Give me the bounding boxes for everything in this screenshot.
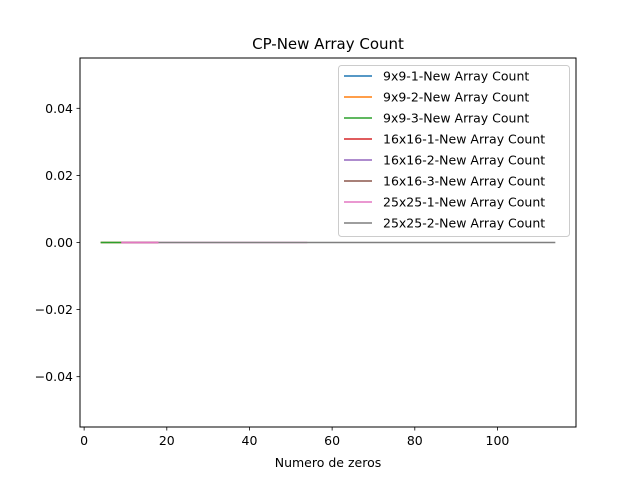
y-tick-label: 0.02 <box>45 168 73 183</box>
legend-box <box>338 65 570 237</box>
x-axis-label: Numero de zeros <box>275 455 382 470</box>
y-axis-ticks: −0.04 −0.02 0.00 0.02 0.04 <box>35 101 80 384</box>
legend-label: 9x9-3-New Array Count <box>383 111 529 126</box>
legend: 9x9-1-New Array Count 9x9-2-New Array Cou… <box>338 65 570 237</box>
x-tick-label: 40 <box>242 433 258 448</box>
legend-label: 9x9-2-New Array Count <box>383 90 529 105</box>
legend-label: 16x16-3-New Array Count <box>383 174 545 189</box>
x-axis-ticks: 0 20 40 60 80 100 <box>80 427 509 448</box>
x-tick-label: 100 <box>486 433 510 448</box>
legend-label: 16x16-1-New Array Count <box>383 132 545 147</box>
legend-label: 9x9-1-New Array Count <box>383 69 529 84</box>
y-tick-label: −0.04 <box>35 369 73 384</box>
legend-label: 25x25-2-New Array Count <box>383 216 545 231</box>
legend-label: 16x16-2-New Array Count <box>383 153 545 168</box>
chart-title: CP-New Array Count <box>252 35 404 53</box>
x-tick-label: 0 <box>80 433 88 448</box>
y-tick-label: 0.00 <box>45 235 73 250</box>
x-tick-label: 80 <box>407 433 423 448</box>
y-tick-label: −0.02 <box>35 302 73 317</box>
y-tick-label: 0.04 <box>45 101 73 116</box>
x-tick-label: 60 <box>324 433 340 448</box>
legend-label: 25x25-1-New Array Count <box>383 195 545 210</box>
x-tick-label: 20 <box>159 433 175 448</box>
